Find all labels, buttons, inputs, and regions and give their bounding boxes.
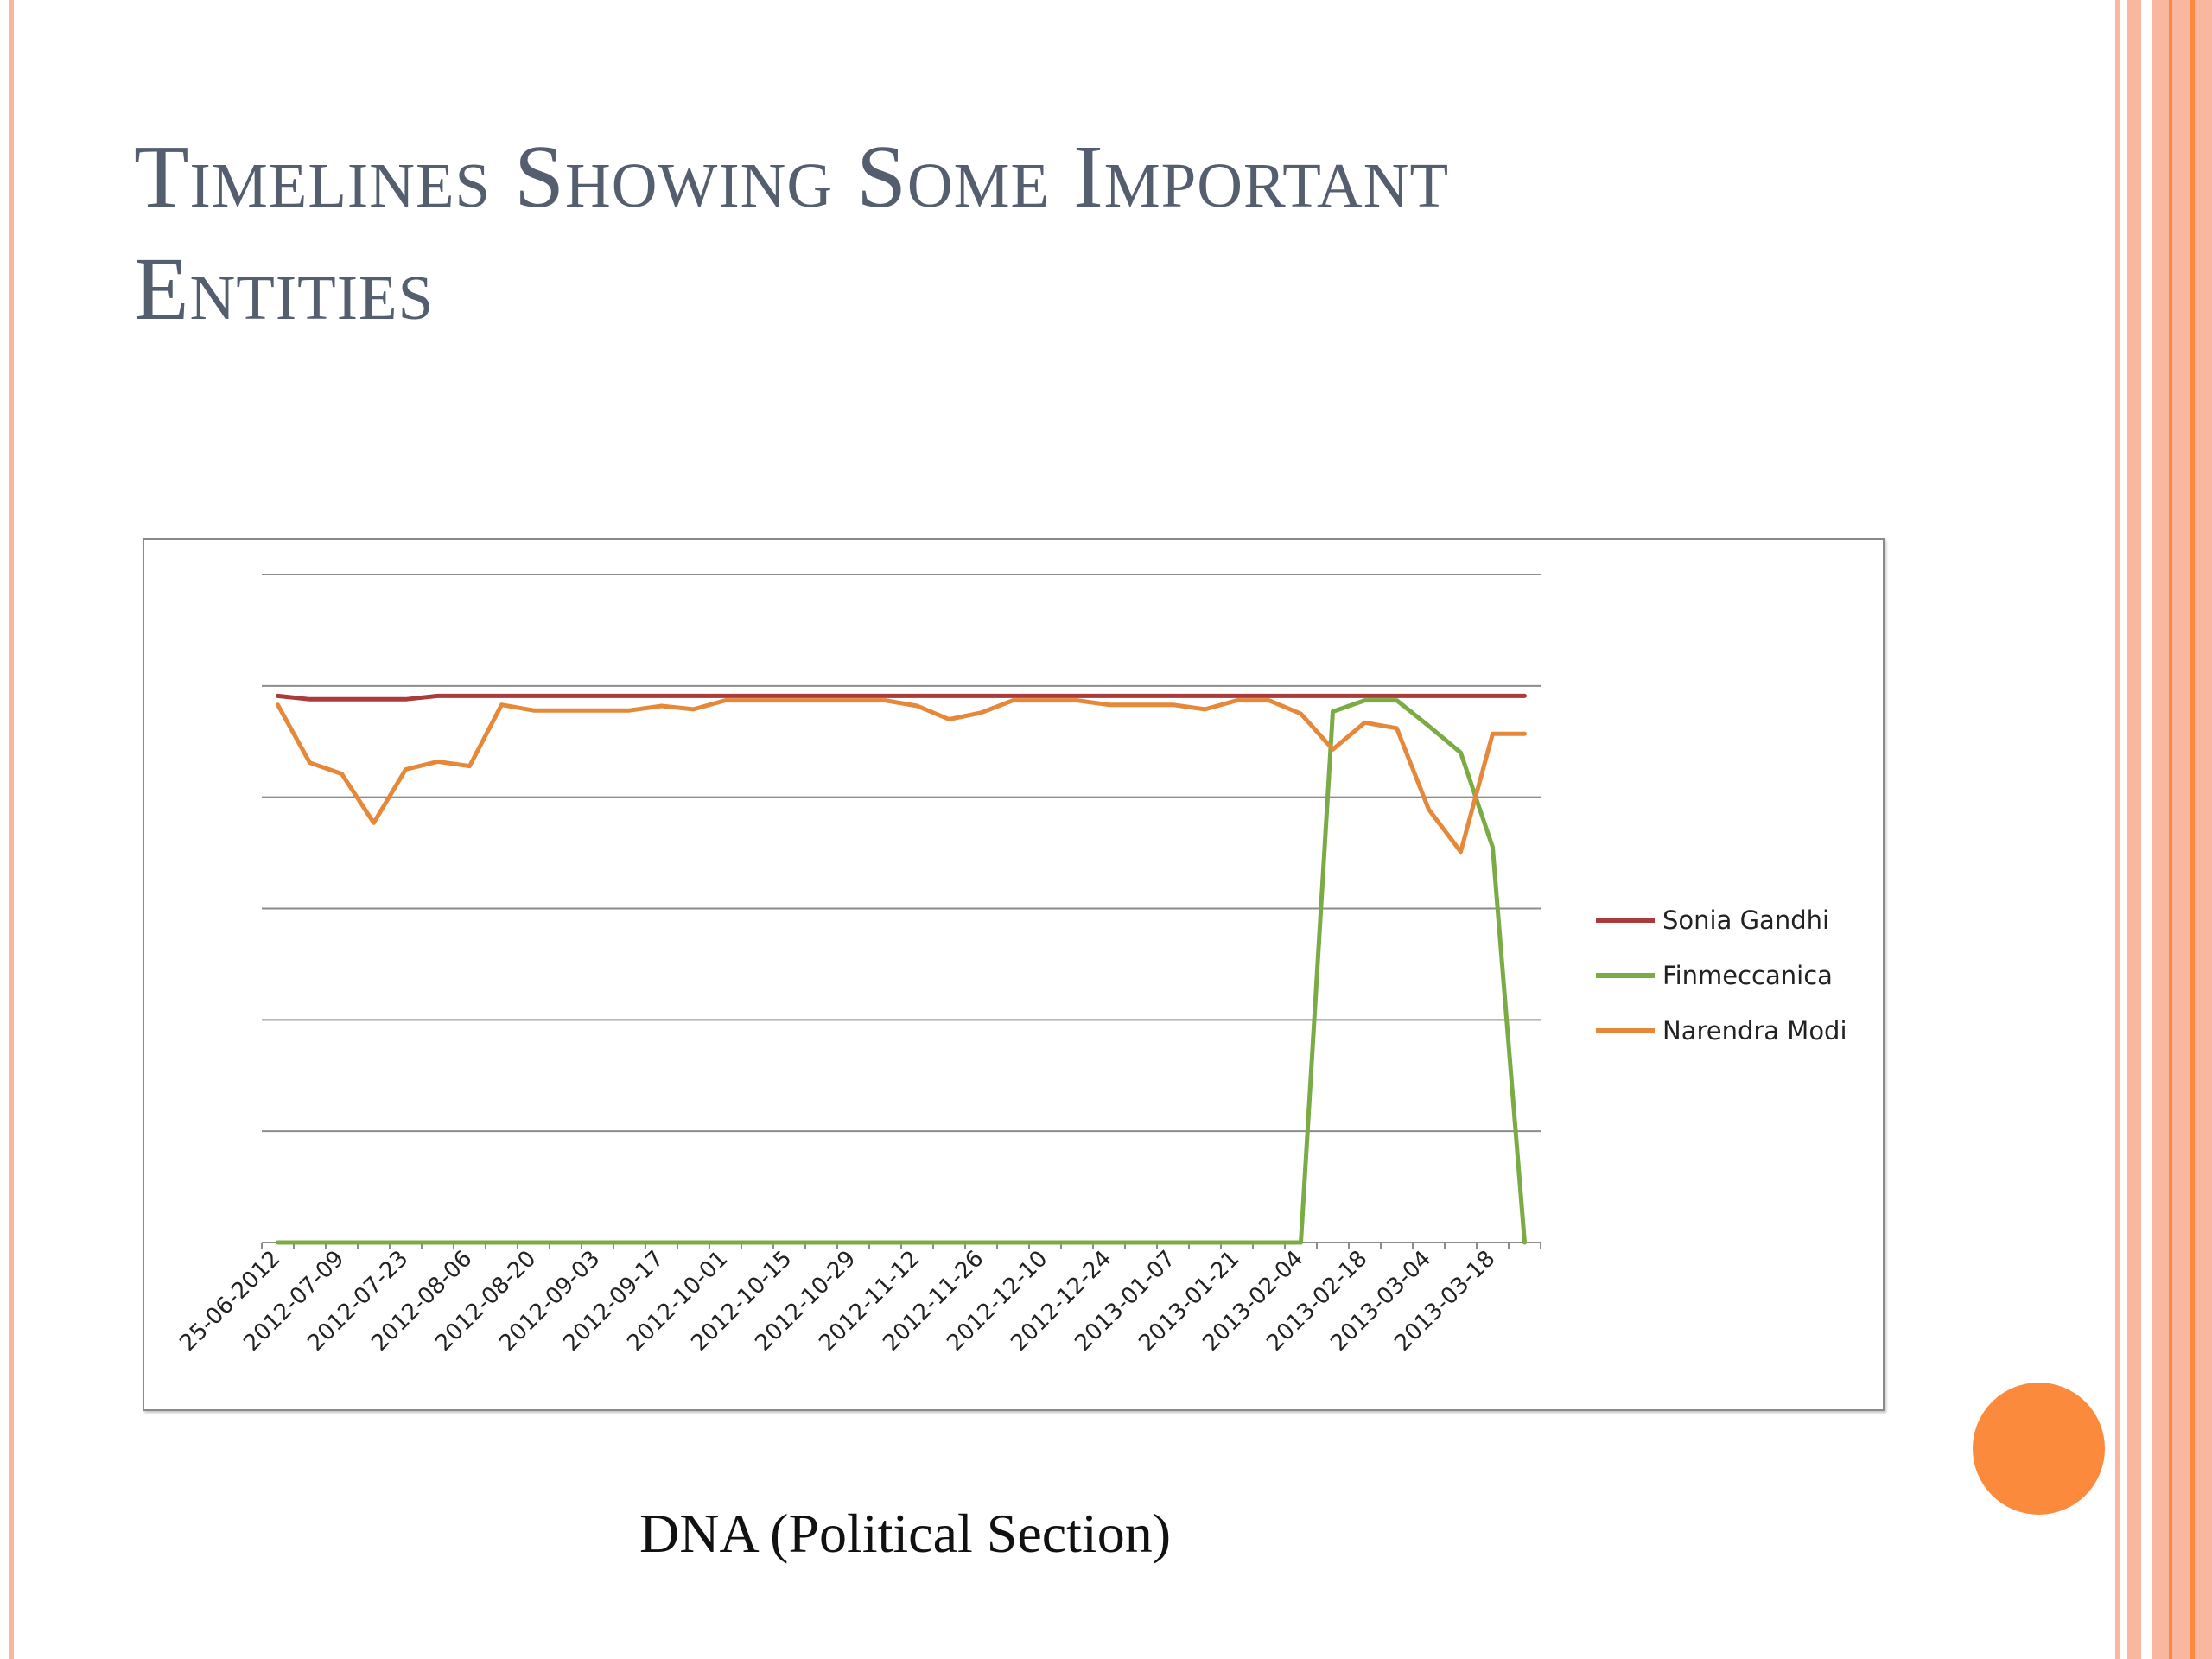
border-stripe — [2152, 0, 2212, 1659]
slide-title: Timelines Showing Some Important Entitie… — [134, 121, 2035, 346]
chart-container: 25-06-2012 2012-07-09 2012-07-23 2012-08-06… — [143, 538, 1885, 1411]
border-stripe — [9, 0, 14, 1659]
slide-caption: DNA (Political Section) — [639, 1503, 1172, 1564]
legend-label: Narendra Modi — [1662, 1016, 1847, 1046]
border-stripe — [2169, 0, 2172, 1659]
series-line — [276, 693, 1527, 702]
border-stripe — [2127, 0, 2141, 1659]
timeline-chart: 25-06-20122012-07-092012-07-232012-08-06… — [175, 574, 1847, 1357]
decorative-circle — [1973, 1382, 2105, 1515]
border-stripe — [2115, 0, 2120, 1659]
slide-title-line-2: Entities — [134, 239, 435, 339]
series-line — [276, 698, 1527, 1245]
legend-label: Finmeccanica — [1662, 961, 1833, 990]
border-stripe — [2190, 0, 2195, 1659]
slide-title-line-1: Timelines Showing Some Important — [134, 127, 1450, 226]
legend-label: Sonia Gandhi — [1662, 906, 1829, 935]
series-line — [276, 698, 1527, 855]
